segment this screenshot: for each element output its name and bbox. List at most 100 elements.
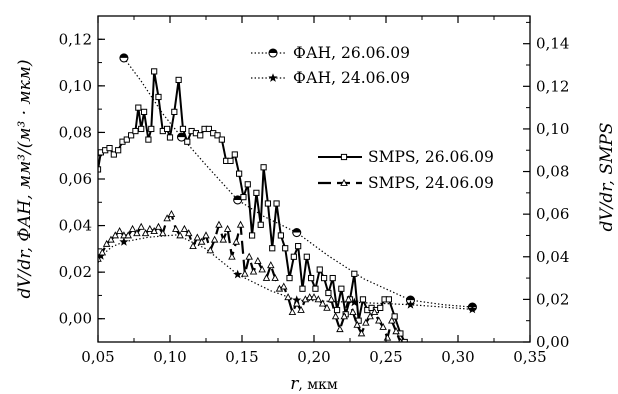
x-tick-label: 0,05 <box>81 348 114 366</box>
data-point <box>159 229 167 237</box>
data-point <box>151 68 158 75</box>
legend-label: SMPS, 26.06.09 <box>368 148 494 166</box>
data-point <box>312 285 319 292</box>
data-point <box>292 299 301 307</box>
legend-item-smps-2606: SMPS, 26.06.09 <box>318 148 494 166</box>
data-point <box>248 232 256 239</box>
y-right-tick-label: 0,00 <box>536 333 569 351</box>
data-point <box>329 274 336 282</box>
data-point <box>370 308 379 316</box>
data-point-fill <box>406 296 415 301</box>
y-right-axis-title: dV/dr, SMPS <box>597 123 617 232</box>
data-point <box>210 235 219 243</box>
data-point <box>102 239 111 247</box>
data-point <box>299 285 306 292</box>
y-right-tick-label: 0,02 <box>536 290 569 308</box>
x-tick-label: 0,15 <box>225 348 258 366</box>
data-point <box>184 138 191 145</box>
data-point <box>155 93 162 101</box>
data-point <box>253 189 260 196</box>
data-point <box>166 134 174 141</box>
data-point <box>236 220 245 228</box>
data-point <box>351 270 358 277</box>
data-point <box>245 252 253 260</box>
data-point <box>146 224 154 232</box>
data-point <box>336 325 344 333</box>
data-point <box>258 265 266 273</box>
x-tick-label: 0,30 <box>441 348 474 366</box>
data-point <box>167 210 176 218</box>
data-point <box>171 108 178 115</box>
data-point <box>98 254 102 262</box>
data-point <box>107 235 115 243</box>
legend-item-smps-2406: SMPS, 24.06.09 <box>318 174 494 192</box>
data-point <box>310 293 318 301</box>
data-point <box>290 253 297 260</box>
data-point <box>133 229 141 237</box>
data-point <box>202 231 210 239</box>
data-point <box>244 181 251 188</box>
data-point <box>362 318 370 326</box>
data-point <box>145 136 152 143</box>
data-point <box>264 200 272 207</box>
data-point <box>297 305 305 313</box>
data-point <box>308 274 315 282</box>
data-point <box>262 273 271 281</box>
data-point <box>98 248 107 256</box>
y-left-tick-label: 0,04 <box>59 217 92 235</box>
data-point <box>271 273 279 281</box>
x-tick-label: 0,25 <box>369 348 402 366</box>
data-point <box>314 295 323 303</box>
series-3 <box>98 210 403 342</box>
legend-label: ФАН, 24.06.09 <box>293 69 410 87</box>
data-point-fill <box>292 228 301 233</box>
data-point <box>303 253 310 260</box>
data-point <box>269 245 276 252</box>
data-point <box>189 241 197 249</box>
legend-label: SMPS, 24.06.09 <box>368 174 494 192</box>
data-point-fill <box>119 53 128 58</box>
data-point <box>138 125 145 133</box>
data-point <box>295 243 302 250</box>
data-point <box>288 308 297 316</box>
data-point <box>282 245 289 252</box>
data-point <box>120 231 128 239</box>
data-point <box>375 316 383 324</box>
data-point <box>233 269 243 279</box>
data-point <box>349 297 359 307</box>
data-point <box>111 231 120 239</box>
data-point <box>385 296 392 303</box>
data-point <box>241 269 249 277</box>
data-point <box>359 296 367 303</box>
y-left-tick-label: 0,12 <box>59 30 92 48</box>
data-point <box>273 200 280 207</box>
data-point <box>467 304 477 314</box>
data-point <box>197 132 204 139</box>
data-point <box>331 312 340 320</box>
x-axis-title-unit: , мкм <box>298 377 338 393</box>
x-axis-title: r, мкм <box>290 374 338 394</box>
y-right-tick-label: 0,06 <box>536 205 569 223</box>
data-point <box>223 224 232 232</box>
data-point <box>197 237 206 245</box>
data-point <box>164 125 171 133</box>
data-point <box>340 178 348 186</box>
data-point <box>176 231 184 239</box>
data-point <box>240 194 247 201</box>
y-right-tick-label: 0,04 <box>536 248 569 266</box>
data-point <box>119 237 129 246</box>
y-left-tick-label: 0,10 <box>59 77 92 95</box>
data-point <box>132 127 139 135</box>
data-point <box>379 322 387 330</box>
data-point <box>284 293 292 301</box>
data-point <box>205 125 212 133</box>
y-left-tick-label: 0,02 <box>59 263 92 281</box>
data-point <box>333 306 341 314</box>
data-point <box>277 232 284 239</box>
data-point <box>124 231 132 239</box>
data-point <box>227 157 234 164</box>
data-point <box>232 237 240 245</box>
data-point <box>148 125 155 133</box>
data-point <box>340 153 348 161</box>
